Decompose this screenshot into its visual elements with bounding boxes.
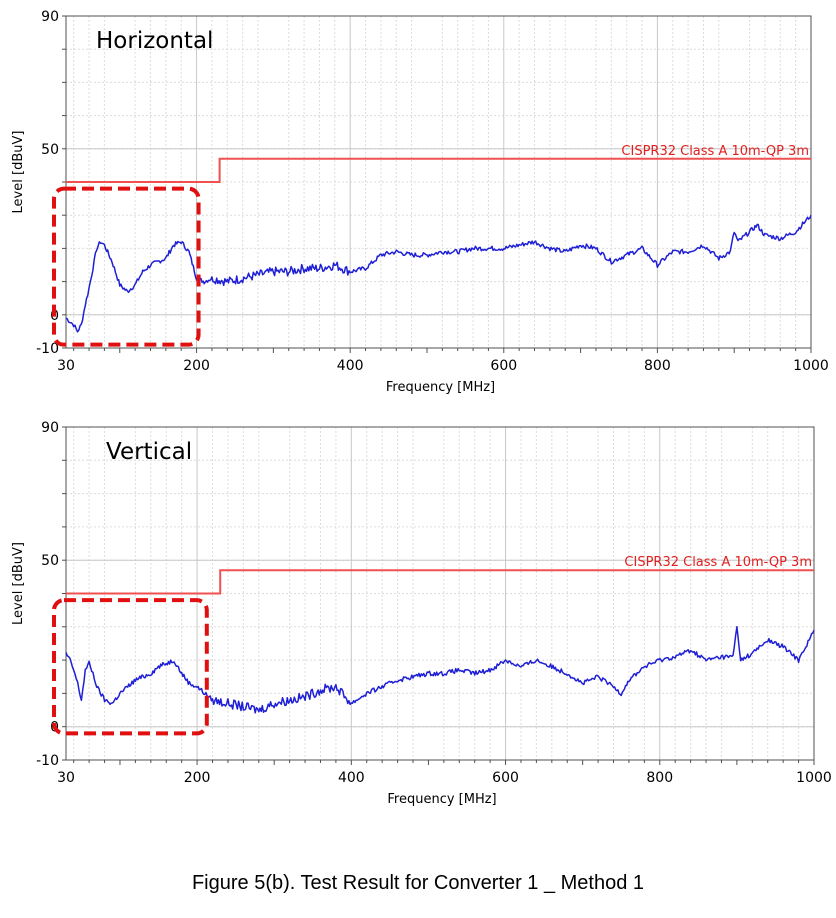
- x-axis-label: Frequency [MHz]: [386, 380, 495, 395]
- x-tick-label: 30: [57, 358, 75, 374]
- x-tick-label: 800: [646, 770, 673, 786]
- y-axis-label: Level [dBuV]: [11, 131, 26, 214]
- x-tick-label: 200: [183, 358, 210, 374]
- x-tick-label: 400: [338, 770, 365, 786]
- y-tick-label: 90: [41, 9, 59, 25]
- x-tick-label: 30: [57, 770, 75, 786]
- highlight-box: [52, 598, 209, 736]
- limit-line-label: CISPR32 Class A 10m-QP 3m: [624, 555, 812, 570]
- limit-line: [66, 569, 814, 595]
- panel-title: Horizontal: [96, 28, 213, 54]
- highlight-box: [52, 186, 201, 347]
- x-tick-label: 1000: [793, 358, 829, 374]
- x-tick-label: 1000: [796, 770, 832, 786]
- y-tick-label: 50: [41, 553, 59, 569]
- x-tick-label: 200: [184, 770, 211, 786]
- y-tick-label: 50: [41, 142, 59, 158]
- limit-line-label: CISPR32 Class A 10m-QP 3m: [621, 144, 809, 159]
- panel-title: Vertical: [106, 439, 192, 465]
- x-tick-label: 600: [490, 358, 517, 374]
- x-tick-label: 600: [492, 770, 519, 786]
- x-tick-label: 400: [337, 358, 364, 374]
- y-tick-label: -10: [36, 341, 59, 357]
- limit-line: [66, 157, 811, 183]
- figure-caption: Figure 5(b). Test Result for Converter 1…: [191, 872, 645, 894]
- y-tick-label: 90: [41, 420, 59, 436]
- x-tick-label: 800: [644, 358, 671, 374]
- y-tick-label: -10: [36, 753, 59, 769]
- y-axis-label: Level [dBuV]: [11, 542, 26, 625]
- emission-trace: [65, 214, 812, 333]
- emission-trace: [65, 625, 815, 714]
- x-axis-label: Frequency [MHz]: [387, 792, 496, 807]
